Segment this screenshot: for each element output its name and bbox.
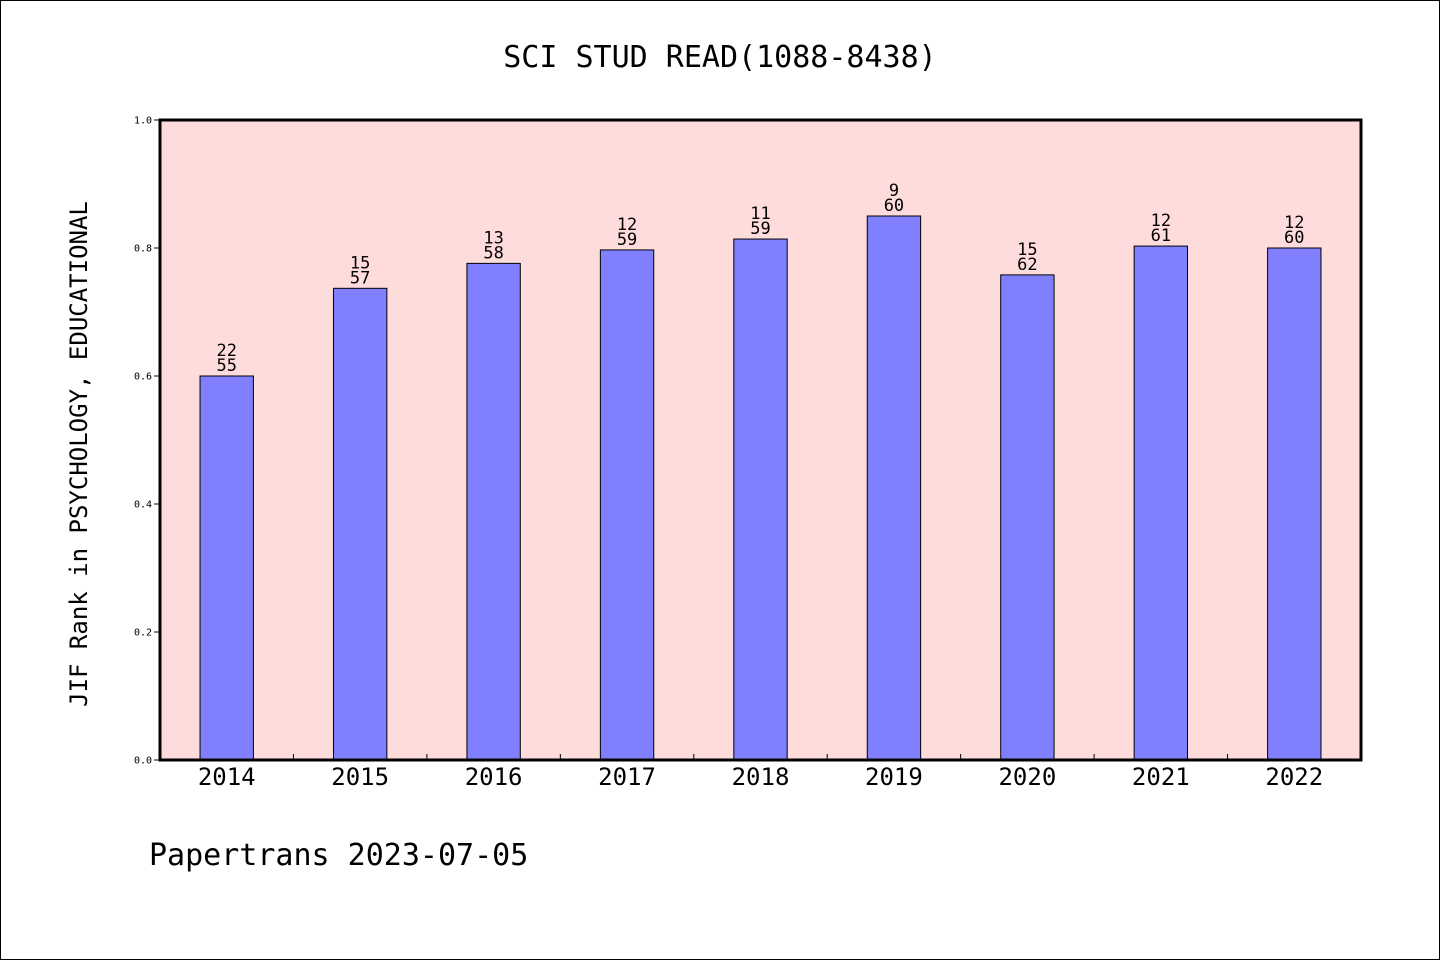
data-label-rank: 15 [1017, 240, 1037, 260]
bar [599, 249, 655, 761]
y-tick-label: 0.2 [134, 628, 152, 639]
y-tick-label: 0.8 [134, 244, 152, 255]
data-label-total: 61 [1151, 226, 1171, 246]
data-label-total: 57 [350, 268, 370, 288]
bar [199, 375, 254, 761]
data-label-rank: 9 [889, 181, 899, 201]
bar [866, 215, 922, 761]
x-tick-label: 2019 [865, 763, 923, 791]
data-label-rank: 13 [483, 228, 503, 248]
x-tick-label: 2016 [465, 763, 523, 791]
data-label-total: 55 [216, 356, 236, 376]
bar [466, 262, 521, 761]
data-label-rank: 15 [350, 253, 370, 273]
bar [1267, 247, 1322, 761]
y-axis-label: JIF Rank in PSYCHOLOGY, EDUCATIONAL [65, 201, 93, 707]
data-label-rank: 12 [617, 215, 637, 235]
chart-title: SCI STUD READ(1088-8438) [503, 40, 936, 75]
data-label-total: 62 [1017, 255, 1037, 275]
x-tick-label: 2017 [598, 763, 656, 791]
bar [332, 287, 388, 761]
bar [733, 238, 788, 761]
data-label-total: 59 [617, 230, 637, 250]
data-label-total: 60 [1284, 228, 1304, 248]
x-tick-label: 2021 [1132, 763, 1190, 791]
bar [1133, 245, 1189, 761]
plot-border [158, 118, 1363, 762]
data-label-total: 60 [884, 196, 904, 216]
bar [1000, 274, 1055, 761]
y-tick-label: 0.4 [134, 500, 152, 511]
data-label-total: 59 [750, 219, 770, 239]
data-label-total: 58 [483, 243, 503, 263]
x-tick-label: 2014 [198, 763, 256, 791]
data-label-rank: 22 [216, 341, 236, 361]
y-tick-label: 1.0 [134, 116, 152, 127]
x-tick-label: 2022 [1265, 763, 1323, 791]
x-tick-label: 2018 [732, 763, 790, 791]
footer-text: Papertrans 2023-07-05 [149, 838, 528, 873]
x-tick-label: 2020 [998, 763, 1056, 791]
data-label-rank: 11 [750, 204, 770, 224]
data-label-rank: 12 [1284, 213, 1304, 233]
y-tick-label: 0.0 [134, 756, 152, 767]
data-label-rank: 12 [1151, 211, 1171, 231]
y-tick-label: 0.6 [134, 372, 152, 383]
x-tick-label: 2015 [331, 763, 389, 791]
ticks-layer: 0.0 0.2 0.4 0.6 0.8 1.0 2014 2015 2016 2017 2018 20… [134, 116, 1323, 792]
